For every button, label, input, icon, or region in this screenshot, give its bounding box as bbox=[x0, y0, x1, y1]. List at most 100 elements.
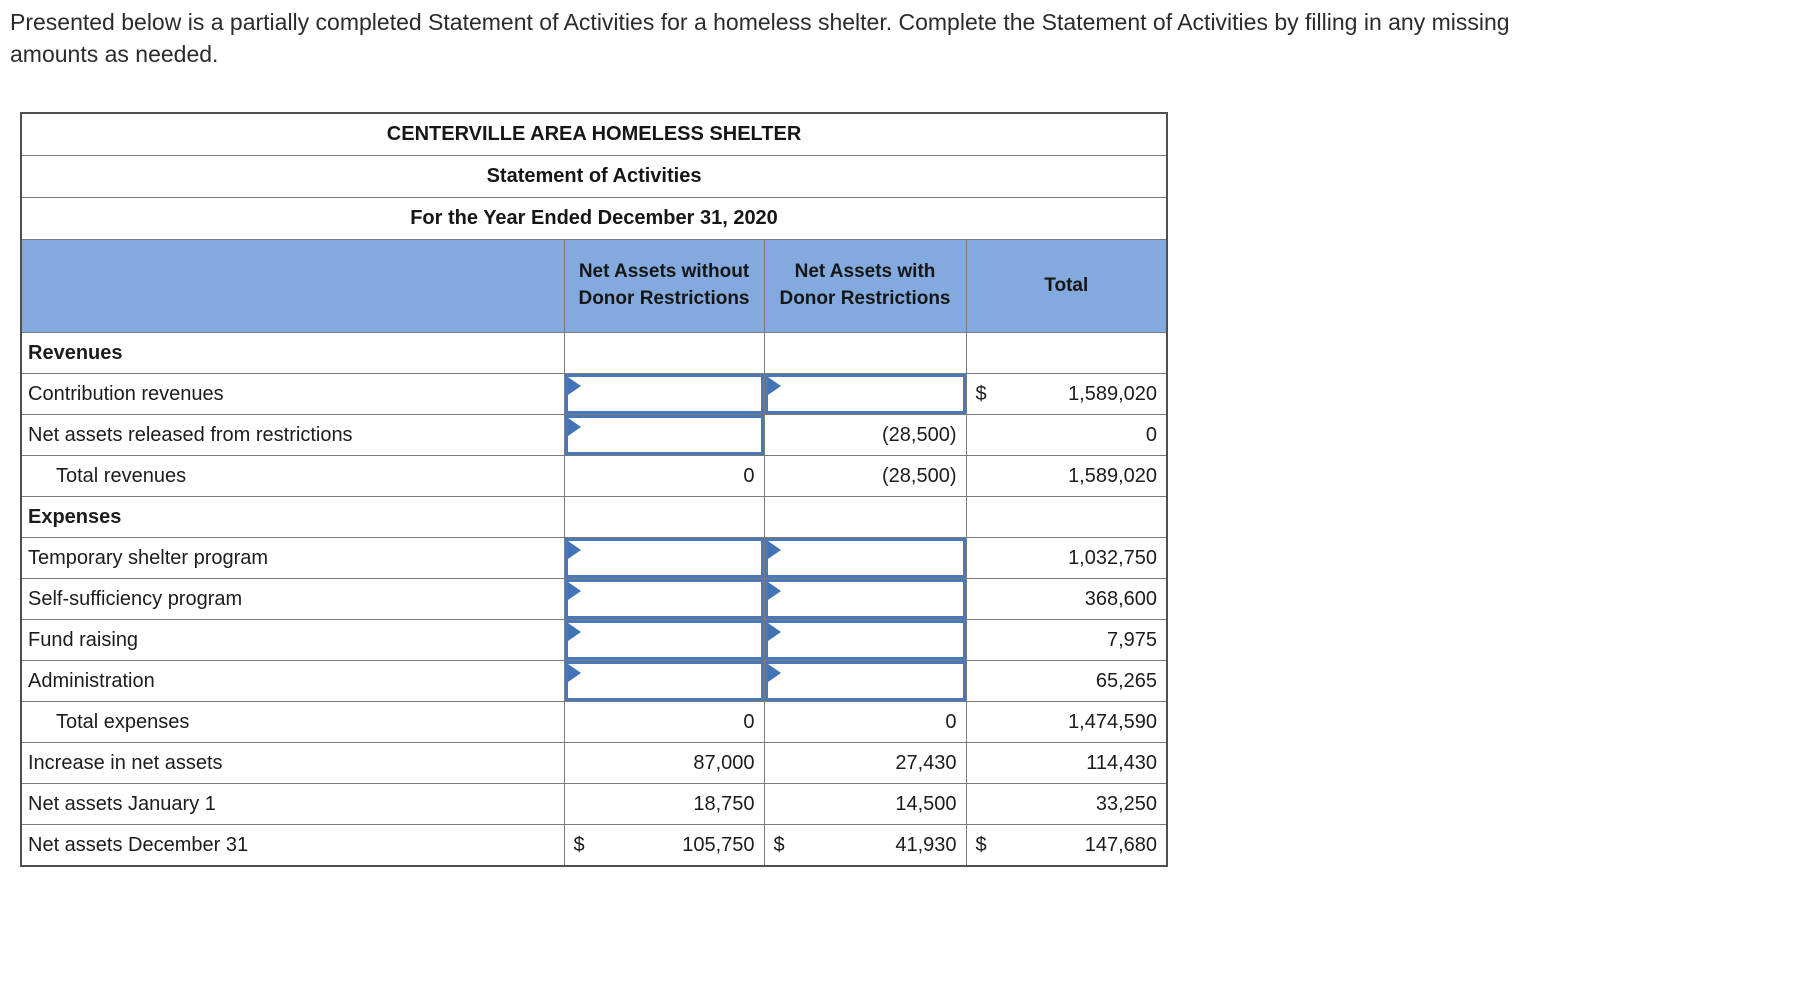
cell-value: 0 bbox=[1145, 423, 1158, 446]
row-label: Net assets December 31 bbox=[20, 824, 565, 867]
answer-input-cell[interactable] bbox=[565, 661, 763, 701]
answer-input-cell[interactable] bbox=[765, 374, 965, 414]
row-label: Self-sufficiency program bbox=[20, 578, 565, 620]
row-label: Temporary shelter program bbox=[20, 537, 565, 579]
amount-cell: 1,474,590 bbox=[965, 701, 1168, 743]
row-label: Fund raising bbox=[20, 619, 565, 661]
flag-icon bbox=[567, 664, 581, 682]
amount-cell: 0 bbox=[965, 414, 1168, 456]
cell-value: 368,600 bbox=[1084, 587, 1158, 610]
answer-input-cell[interactable] bbox=[765, 661, 965, 701]
amount-cell: 0 bbox=[563, 455, 765, 497]
row-label: Revenues bbox=[20, 332, 565, 374]
row-net-assets-december-31: Net assets December 31 $105,750 $41,930 $14… bbox=[20, 824, 1168, 867]
answer-input-cell[interactable] bbox=[565, 374, 763, 414]
cell-value: 1,589,020 bbox=[1068, 464, 1158, 487]
dollar-sign: $ bbox=[975, 833, 987, 856]
flag-icon bbox=[767, 582, 781, 600]
answer-input-cell[interactable] bbox=[565, 620, 763, 660]
col-header-total: Total bbox=[965, 239, 1168, 333]
cell-value: 114,430 bbox=[1086, 751, 1158, 774]
row-expenses: Expenses bbox=[20, 496, 1168, 538]
amount-cell: (28,500) bbox=[763, 455, 967, 497]
row-self-sufficiency-program: Self-sufficiency program 368,600 bbox=[20, 578, 1168, 620]
amount-cell: (28,500) bbox=[763, 414, 967, 456]
cell-value: 1,589,020 bbox=[1068, 382, 1158, 405]
cell-value: 0 bbox=[945, 710, 957, 733]
amount-cell: 14,500 bbox=[763, 783, 967, 825]
period-row: For the Year Ended December 31, 2020 bbox=[20, 197, 1168, 240]
empty-corner-header bbox=[20, 239, 565, 333]
amount-cell: 27,430 bbox=[763, 742, 967, 784]
cell-value: 0 bbox=[743, 710, 755, 733]
cell-value: 65,265 bbox=[1095, 669, 1158, 692]
empty-cell bbox=[965, 332, 1168, 374]
amount-cell: $1,589,020 bbox=[965, 373, 1168, 415]
col-header-without-donor-restrictions: Net Assets without Donor Restrictions bbox=[563, 239, 765, 333]
cell-value: 0 bbox=[743, 464, 755, 487]
cell-value: 41,930 bbox=[895, 833, 957, 856]
amount-cell: 0 bbox=[763, 701, 967, 743]
flag-icon bbox=[767, 664, 781, 682]
answer-input-cell[interactable] bbox=[565, 538, 763, 578]
statement-of-activities-table: CENTERVILLE AREA HOMELESS SHELTER Statem… bbox=[20, 112, 1169, 867]
answer-input-cell[interactable] bbox=[565, 579, 763, 619]
amount-cell: $147,680 bbox=[965, 824, 1168, 867]
amount-cell: 33,250 bbox=[965, 783, 1168, 825]
empty-cell bbox=[965, 496, 1168, 538]
row-label: Total revenues bbox=[20, 455, 565, 497]
answer-input-cell[interactable] bbox=[765, 579, 965, 619]
instructions-text: Presented below is a partially completed… bbox=[10, 9, 1510, 68]
answer-input-cell[interactable] bbox=[565, 415, 763, 455]
row-total-expenses: Total expenses 0 0 1,474,590 bbox=[20, 701, 1168, 743]
cell-value: 87,000 bbox=[693, 751, 755, 774]
answer-input-cell[interactable] bbox=[765, 620, 965, 660]
row-label: Total expenses bbox=[20, 701, 565, 743]
organization-name: CENTERVILLE AREA HOMELESS SHELTER bbox=[20, 112, 1168, 156]
empty-cell bbox=[763, 332, 967, 374]
amount-cell: 1,032,750 bbox=[965, 537, 1168, 579]
amount-cell: 87,000 bbox=[563, 742, 765, 784]
amount-cell: 0 bbox=[563, 701, 765, 743]
empty-cell bbox=[763, 496, 967, 538]
amount-cell: 1,589,020 bbox=[965, 455, 1168, 497]
cell-value: 14,500 bbox=[895, 792, 957, 815]
cell-value: 1,474,590 bbox=[1068, 710, 1158, 733]
cell-value: 105,750 bbox=[682, 833, 755, 856]
row-label: Increase in net assets bbox=[20, 742, 565, 784]
flag-icon bbox=[767, 377, 781, 395]
amount-cell: 65,265 bbox=[965, 660, 1168, 702]
row-revenues: Revenues bbox=[20, 332, 1168, 374]
row-label: Expenses bbox=[20, 496, 565, 538]
cell-value: 33,250 bbox=[1095, 792, 1158, 815]
amount-cell: 7,975 bbox=[965, 619, 1168, 661]
flag-icon bbox=[567, 623, 581, 641]
dollar-sign: $ bbox=[773, 833, 785, 856]
amount-cell: $105,750 bbox=[563, 824, 765, 867]
row-net-assets-january-1: Net assets January 1 18,750 14,500 33,250 bbox=[20, 783, 1168, 825]
flag-icon bbox=[767, 623, 781, 641]
row-label: Net assets January 1 bbox=[20, 783, 565, 825]
column-header-row: Net Assets without Donor Restrictions Ne… bbox=[20, 239, 1168, 333]
row-administration: Administration 65,265 bbox=[20, 660, 1168, 702]
row-temporary-shelter-program: Temporary shelter program 1,032,750 bbox=[20, 537, 1168, 579]
answer-input-cell[interactable] bbox=[765, 538, 965, 578]
statement-period: For the Year Ended December 31, 2020 bbox=[20, 197, 1168, 240]
empty-cell bbox=[563, 332, 765, 374]
row-total-revenues: Total revenues 0 (28,500) 1,589,020 bbox=[20, 455, 1168, 497]
flag-icon bbox=[567, 582, 581, 600]
flag-icon bbox=[767, 541, 781, 559]
row-label: Administration bbox=[20, 660, 565, 702]
cell-value: (28,500) bbox=[882, 423, 957, 446]
cell-value: 18,750 bbox=[693, 792, 755, 815]
flag-icon bbox=[567, 377, 581, 395]
statement-title: Statement of Activities bbox=[20, 155, 1168, 198]
amount-cell: 18,750 bbox=[563, 783, 765, 825]
empty-cell bbox=[563, 496, 765, 538]
row-label: Net assets released from restrictions bbox=[20, 414, 565, 456]
row-label: Contribution revenues bbox=[20, 373, 565, 415]
dollar-sign: $ bbox=[573, 833, 585, 856]
flag-icon bbox=[567, 418, 581, 436]
title-row: CENTERVILLE AREA HOMELESS SHELTER bbox=[20, 112, 1168, 156]
amount-cell: 114,430 bbox=[965, 742, 1168, 784]
